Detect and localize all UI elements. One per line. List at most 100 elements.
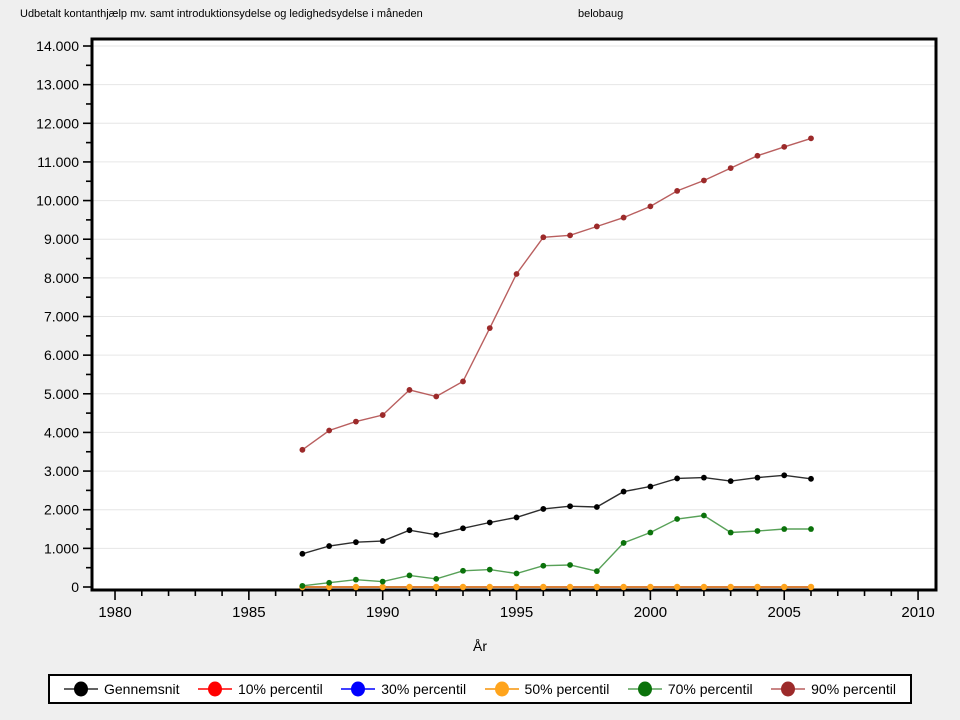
- data-point: [566, 583, 574, 591]
- x-tick-label: 1980: [98, 604, 131, 621]
- y-tick-label: 8.000: [44, 270, 79, 286]
- data-point: [620, 583, 627, 591]
- x-tick-label: 1995: [500, 604, 533, 621]
- y-tick-label: 13.000: [36, 77, 79, 93]
- y-axis: 0 1.000 2.000 3.000 4.000 5.000 6.000 7.000 8.00…: [36, 38, 91, 595]
- data-point: [727, 478, 734, 485]
- data-point: [807, 583, 815, 591]
- y-tick-label: 6.000: [44, 347, 79, 363]
- y-tick-label: 2.000: [44, 502, 79, 518]
- data-point: [353, 539, 359, 546]
- data-point: [808, 135, 814, 142]
- legend-item: 90% percentil: [771, 680, 896, 698]
- legend-marker-dot: [207, 681, 222, 697]
- legend-item: Gennemsnit: [64, 680, 179, 698]
- data-point: [647, 483, 654, 490]
- data-point: [647, 583, 654, 591]
- x-tick-label: 1985: [232, 604, 265, 621]
- data-point: [486, 519, 493, 526]
- data-point: [620, 488, 627, 495]
- y-tick-label: 1.000: [44, 540, 79, 556]
- data-point: [701, 177, 707, 184]
- y-tick-label: 7.000: [44, 309, 79, 325]
- data-point: [379, 412, 386, 418]
- y-tick-label: 3.000: [44, 463, 79, 479]
- legend-marker-dot: [351, 681, 366, 697]
- legend-marker-icon: [197, 681, 232, 697]
- legend-marker-icon: [627, 681, 662, 697]
- data-point: [754, 583, 761, 591]
- data-point: [727, 165, 734, 172]
- x-tick-label: 2005: [768, 604, 801, 621]
- legend-item-label: 30% percentil: [381, 681, 467, 697]
- data-point: [647, 203, 654, 210]
- data-point: [701, 474, 707, 481]
- data-point: [326, 427, 333, 434]
- legend-marker-icon: [341, 681, 376, 697]
- legend-item-label: 90% percentil: [811, 681, 896, 697]
- legend-item-label: 10% percentil: [237, 681, 323, 697]
- y-tick-label: 9.000: [44, 231, 79, 247]
- legend-marker-dot: [637, 681, 652, 697]
- line-chart: 0 1.000 2.000 3.000 4.000 5.000 6.000 7.000 8.00…: [36, 37, 938, 621]
- data-point: [754, 152, 761, 159]
- data-point: [674, 516, 681, 522]
- x-tick-label: 2010: [901, 604, 934, 621]
- data-point: [540, 562, 547, 569]
- data-point: [460, 525, 466, 532]
- x-tick-label: 1990: [366, 604, 399, 621]
- data-point: [406, 527, 413, 534]
- header-right-label: belobaug: [578, 8, 624, 20]
- legend-marker-icon: [771, 681, 806, 697]
- data-point: [674, 188, 681, 194]
- legend-item: 30% percentil: [341, 680, 466, 698]
- gridlines: [93, 45, 935, 549]
- data-point: [540, 583, 547, 591]
- data-point: [513, 514, 520, 521]
- y-tick-label: 10.000: [36, 193, 79, 209]
- data-point: [727, 529, 734, 536]
- data-point: [513, 570, 520, 577]
- data-point: [567, 503, 573, 510]
- data-point: [326, 543, 333, 549]
- series-gennemsnit: [299, 472, 814, 557]
- data-point: [379, 538, 386, 544]
- data-point: [433, 531, 440, 538]
- data-point: [781, 143, 788, 150]
- x-axis-label: År: [473, 638, 487, 654]
- chart-title: Udbetalt kontanthjælp mv. samt introdukt…: [20, 8, 423, 20]
- data-point: [353, 576, 359, 583]
- y-tick-label: 11.000: [37, 154, 79, 170]
- legend-marker-dot: [74, 681, 88, 697]
- data-point: [325, 583, 333, 591]
- series-70-percentil: [299, 512, 814, 589]
- data-point: [513, 271, 520, 277]
- x-axis: 1980 1985 1990 1995 2000 2005 2010: [98, 591, 935, 621]
- legend: Gennemsnit 10% percentil 30% percentil 50% …: [48, 674, 912, 704]
- series-line: [302, 474, 812, 555]
- data-point: [540, 506, 547, 512]
- data-point: [647, 529, 654, 536]
- y-tick-label: 4.000: [44, 424, 79, 440]
- data-point: [352, 583, 360, 591]
- legend-item-label: Gennemsnit: [104, 681, 180, 697]
- data-point: [567, 562, 573, 568]
- data-point: [701, 512, 707, 519]
- series-line: [302, 514, 811, 587]
- data-point: [754, 528, 761, 534]
- data-point: [486, 583, 493, 591]
- data-point: [754, 474, 761, 481]
- data-point: [406, 572, 413, 579]
- data-point: [433, 575, 440, 582]
- data-point: [781, 472, 788, 479]
- y-tick-label: 5.000: [44, 386, 79, 402]
- data-point: [379, 583, 386, 591]
- data-point: [299, 550, 306, 557]
- data-point: [353, 418, 359, 425]
- data-point: [406, 583, 413, 591]
- data-point: [674, 475, 681, 482]
- legend-marker-icon: [484, 681, 519, 697]
- data-point: [620, 214, 627, 221]
- data-point: [406, 387, 413, 393]
